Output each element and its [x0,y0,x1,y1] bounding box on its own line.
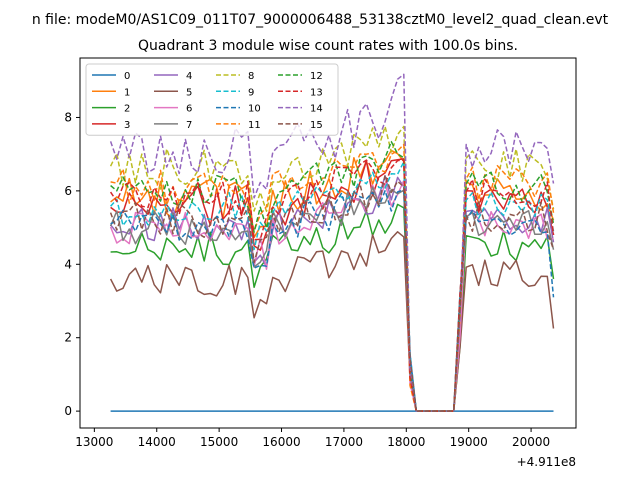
axes-frame [79,57,577,429]
series-line-15 [109,174,555,412]
legend-label-15: 15 [310,120,323,131]
series-line-2 [110,203,555,412]
figure-suptitle: n file: modeM0/AS1C09_011T07_9000006488_… [32,12,609,28]
legend-label-12: 12 [310,71,323,82]
series-line-12 [110,140,555,412]
legend-label-9: 9 [248,87,254,98]
legend-label-4: 4 [186,71,192,82]
legend-label-14: 14 [310,104,323,115]
series-layer [109,73,555,412]
x-offset-label: +4.911e8 [517,455,576,469]
legend-label-8: 8 [248,71,254,82]
legend-box [85,63,339,136]
y-tick-label: 6 [64,184,72,198]
y-tick-label: 4 [64,257,72,271]
legend-label-3: 3 [124,120,130,131]
plot-area [79,57,577,429]
legend-label-0: 0 [124,71,130,82]
series-line-11 [110,143,555,412]
legend-label-2: 2 [124,104,130,115]
x-tick-label: 17000 [325,435,363,449]
series-line-3 [110,158,555,412]
legend-label-5: 5 [186,87,192,98]
legend-label-10: 10 [248,104,261,115]
series-line-14 [109,73,555,412]
x-axis: 13000 14000 15000 16000 17000 18000 19000 20000 [75,428,550,449]
series-line-13 [109,159,555,412]
y-tick-label: 0 [64,404,72,418]
x-tick-label: 20000 [512,435,550,449]
x-tick-label: 14000 [138,435,176,449]
legend-label-1: 1 [124,87,130,98]
x-tick-label: 13000 [75,435,113,449]
legend-label-7: 7 [186,120,192,131]
series-line-10 [110,189,555,412]
y-tick-label: 8 [64,110,72,124]
series-line-9 [110,161,555,412]
legend-label-11: 11 [248,120,261,131]
x-tick-label: 19000 [450,435,488,449]
y-axis: 0 2 4 6 8 [64,110,80,418]
chart-title: Quadrant 3 module wise count rates with … [138,38,518,54]
x-tick-label: 16000 [262,435,300,449]
legend-label-13: 13 [310,87,323,98]
x-tick-label: 18000 [387,435,425,449]
x-tick-label: 15000 [200,435,238,449]
y-tick-label: 2 [64,331,72,345]
series-line-5 [109,231,555,412]
series-line-8 [109,125,555,412]
legend-label-6: 6 [186,104,192,115]
